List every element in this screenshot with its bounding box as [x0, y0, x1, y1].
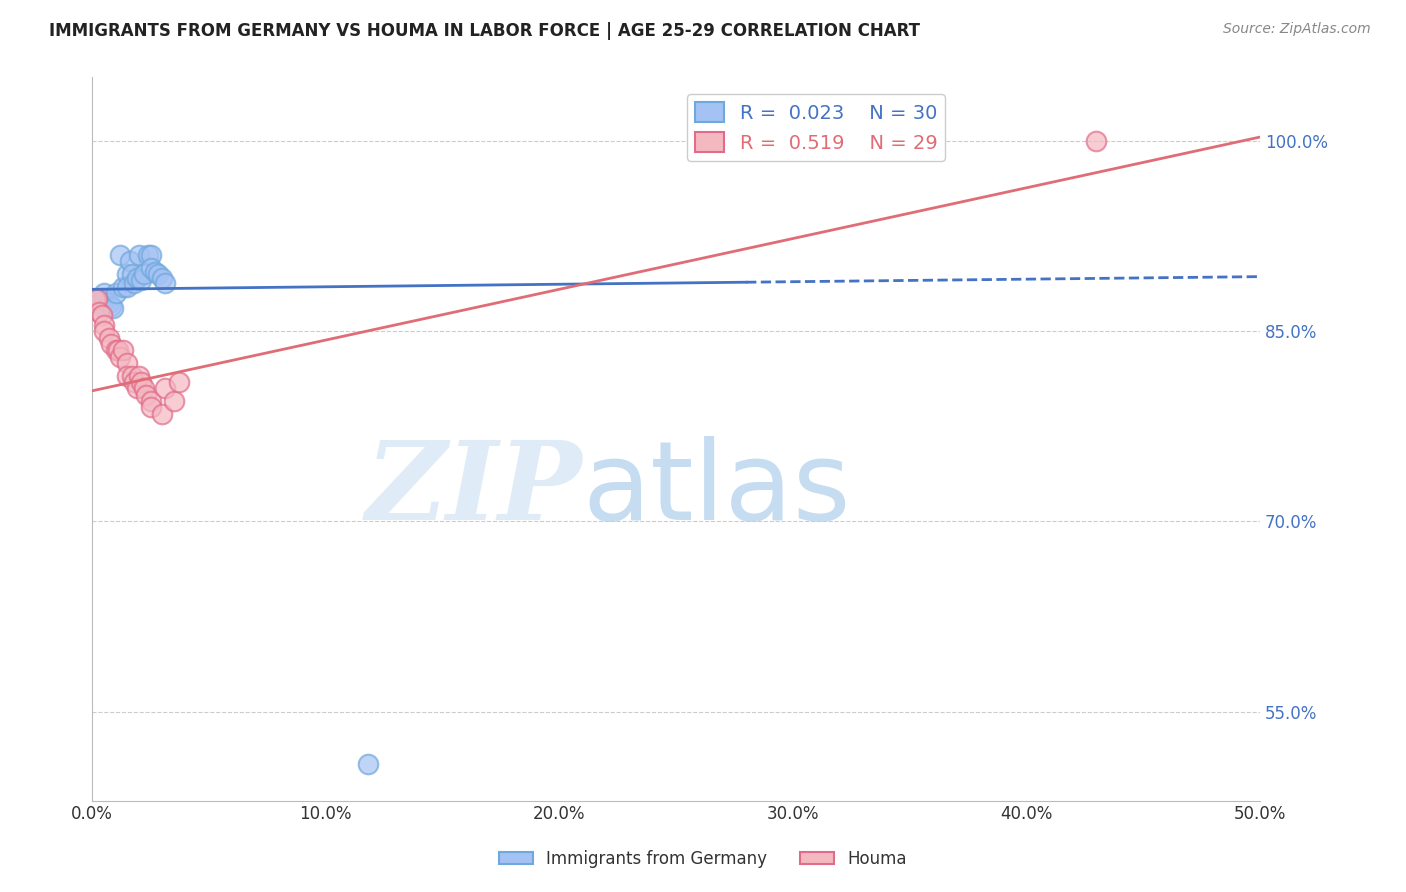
Point	[139, 260, 162, 275]
Point	[121, 368, 143, 383]
Point	[93, 324, 115, 338]
Point	[125, 271, 148, 285]
Point	[136, 248, 159, 262]
Legend: R =  0.023    N = 30, R =  0.519    N = 29: R = 0.023 N = 30, R = 0.519 N = 29	[688, 95, 945, 161]
Point	[89, 305, 111, 319]
Text: Source: ZipAtlas.com: Source: ZipAtlas.com	[1223, 22, 1371, 37]
Point	[1085, 134, 1108, 148]
Point	[115, 267, 138, 281]
Point	[150, 271, 173, 285]
Point	[129, 375, 152, 389]
Point	[115, 368, 138, 383]
Point	[89, 296, 111, 310]
Point	[146, 267, 169, 281]
Point	[125, 381, 148, 395]
Point	[115, 280, 138, 294]
Point	[711, 134, 734, 148]
Point	[97, 330, 120, 344]
Point	[103, 301, 125, 316]
Point	[93, 293, 115, 307]
Point	[90, 308, 112, 322]
Text: atlas: atlas	[582, 436, 851, 543]
Point	[115, 356, 138, 370]
Point	[122, 375, 145, 389]
Point	[90, 300, 112, 314]
Legend: Immigrants from Germany, Houma: Immigrants from Germany, Houma	[492, 844, 914, 875]
Point	[135, 387, 157, 401]
Point	[97, 296, 120, 310]
Point	[153, 381, 176, 395]
Point	[93, 318, 115, 332]
Point	[104, 286, 127, 301]
Text: IMMIGRANTS FROM GERMANY VS HOUMA IN LABOR FORCE | AGE 25-29 CORRELATION CHART: IMMIGRANTS FROM GERMANY VS HOUMA IN LABO…	[49, 22, 920, 40]
Point	[143, 264, 166, 278]
Point	[86, 293, 108, 307]
Point	[128, 248, 150, 262]
Point	[100, 299, 122, 313]
Point	[922, 134, 945, 148]
Point	[93, 286, 115, 301]
Point	[86, 293, 108, 307]
Point	[150, 407, 173, 421]
Point	[111, 280, 134, 294]
Point	[107, 343, 129, 358]
Point	[111, 343, 134, 358]
Point	[163, 394, 186, 409]
Point	[118, 254, 141, 268]
Point	[100, 337, 122, 351]
Point	[132, 381, 155, 395]
Point	[357, 756, 380, 771]
Point	[108, 248, 131, 262]
Point	[139, 401, 162, 415]
Point	[83, 293, 105, 307]
Point	[83, 293, 105, 307]
Point	[139, 394, 162, 409]
Point	[122, 276, 145, 290]
Point	[129, 273, 152, 287]
Point	[108, 350, 131, 364]
Point	[132, 267, 155, 281]
Point	[128, 368, 150, 383]
Point	[104, 343, 127, 358]
Text: ZIP: ZIP	[366, 436, 582, 543]
Point	[139, 248, 162, 262]
Point	[153, 276, 176, 290]
Point	[167, 375, 190, 389]
Point	[121, 267, 143, 281]
